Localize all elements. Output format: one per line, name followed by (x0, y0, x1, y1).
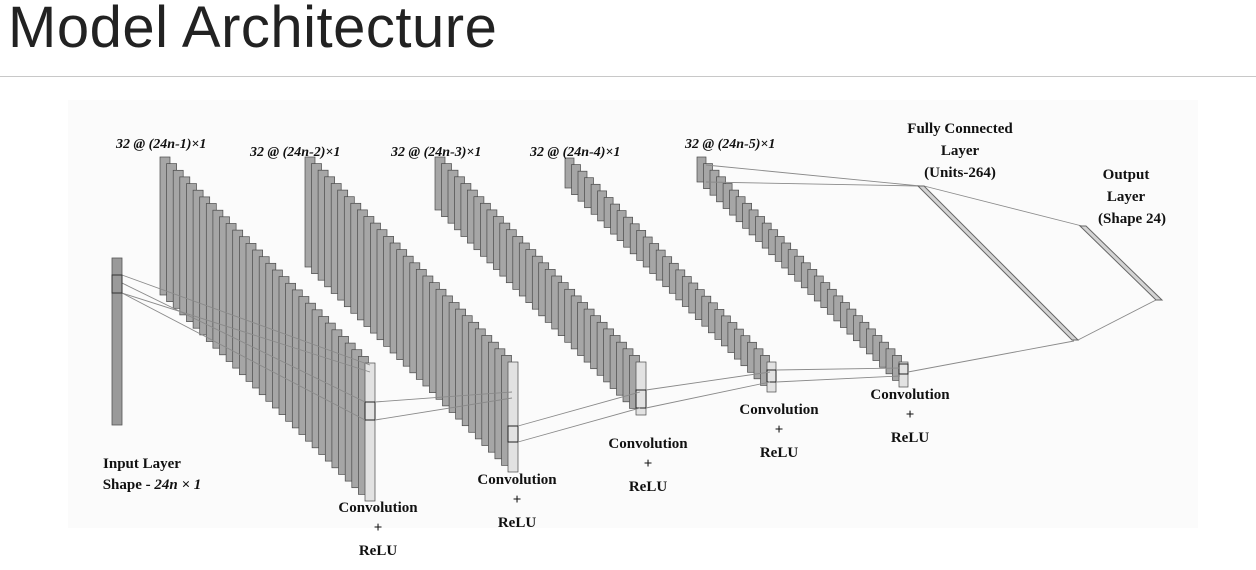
conv3-relu-label: Convolution + ReLU (608, 436, 688, 495)
feature-map-bar (766, 361, 777, 393)
svg-text:Convolution: Convolution (608, 436, 688, 452)
kernel-window (635, 389, 647, 409)
conv5-relu-label: Convolution + ReLU (870, 387, 950, 446)
svg-text:Convolution: Convolution (739, 402, 819, 418)
conv1-dims-label: 32 @ (24n-1)×1 (115, 137, 206, 152)
title-divider (0, 76, 1256, 77)
fully-connected-layer (916, 185, 1080, 341)
svg-text:ReLU: ReLU (359, 543, 397, 559)
kernel-window (898, 363, 909, 375)
svg-text:+: + (644, 456, 653, 472)
conv-stack-3 (434, 156, 647, 416)
feature-map-bar (507, 361, 519, 473)
svg-text:Convolution: Convolution (338, 500, 418, 516)
conv1-relu-label: Convolution + ReLU (338, 500, 418, 559)
connection-line (517, 391, 641, 427)
connection-line (775, 367, 901, 371)
fc-label-line2: Layer (941, 143, 980, 159)
connection-line (907, 340, 1075, 373)
connection-line (517, 407, 641, 443)
svg-text:ReLU: ReLU (629, 479, 667, 495)
svg-text:+: + (775, 422, 784, 438)
fc-label-line1: Fully Connected (907, 121, 1013, 137)
conv4-dims-label: 32 @ (24n-4)×1 (529, 145, 620, 160)
output-label-line2: Layer (1107, 189, 1146, 205)
svg-text:+: + (374, 520, 383, 536)
output-layer (1078, 225, 1164, 301)
connection-line (121, 292, 366, 421)
kernel-window (507, 425, 519, 443)
kernel-window (364, 401, 376, 421)
conv3-dims-label: 32 @ (24n-3)×1 (390, 145, 481, 160)
output-label-line1: Output (1103, 167, 1150, 183)
svg-text:Convolution: Convolution (870, 387, 950, 403)
conv-stack-2 (304, 156, 519, 473)
input-layer-label: Input Layer (103, 456, 181, 472)
svg-text:ReLU: ReLU (891, 430, 929, 446)
connection-line (374, 391, 513, 403)
svg-text:ReLU: ReLU (498, 515, 536, 531)
connection-line (705, 181, 919, 187)
feature-map-bar (635, 361, 647, 416)
connection-line (645, 381, 771, 409)
input-layer-shape: Shape - 24n × 1 (103, 477, 202, 493)
svg-text:ReLU: ReLU (760, 445, 798, 461)
svg-text:+: + (513, 492, 522, 508)
input-kernel-window (111, 274, 123, 294)
connection-lines (121, 164, 1157, 443)
fc-label-line3: (Units-264) (924, 165, 996, 181)
kernel-window (766, 369, 777, 383)
connection-line (374, 397, 513, 421)
feature-map-bar (364, 362, 376, 502)
conv-stack-5 (696, 156, 909, 388)
conv-stack-4 (564, 157, 777, 393)
connection-line (121, 292, 371, 373)
connection-line (1077, 299, 1157, 341)
svg-text:+: + (906, 407, 915, 423)
connection-line (705, 164, 921, 187)
connection-line (923, 185, 1083, 227)
conv4-relu-label: Convolution + ReLU (739, 402, 819, 461)
conv2-relu-label: Convolution + ReLU (477, 472, 557, 531)
conv5-dims-label: 32 @ (24n-5)×1 (684, 137, 775, 152)
connection-line (121, 282, 366, 403)
output-label-line3: (Shape 24) (1098, 211, 1166, 227)
connection-line (645, 371, 771, 391)
connection-line (121, 274, 371, 366)
connection-line (775, 375, 901, 383)
svg-text:Convolution: Convolution (477, 472, 557, 488)
slide-title: Model Architecture (8, 0, 498, 60)
conv2-dims-label: 32 @ (24n-2)×1 (249, 145, 340, 160)
input-layer-bar (111, 257, 123, 426)
